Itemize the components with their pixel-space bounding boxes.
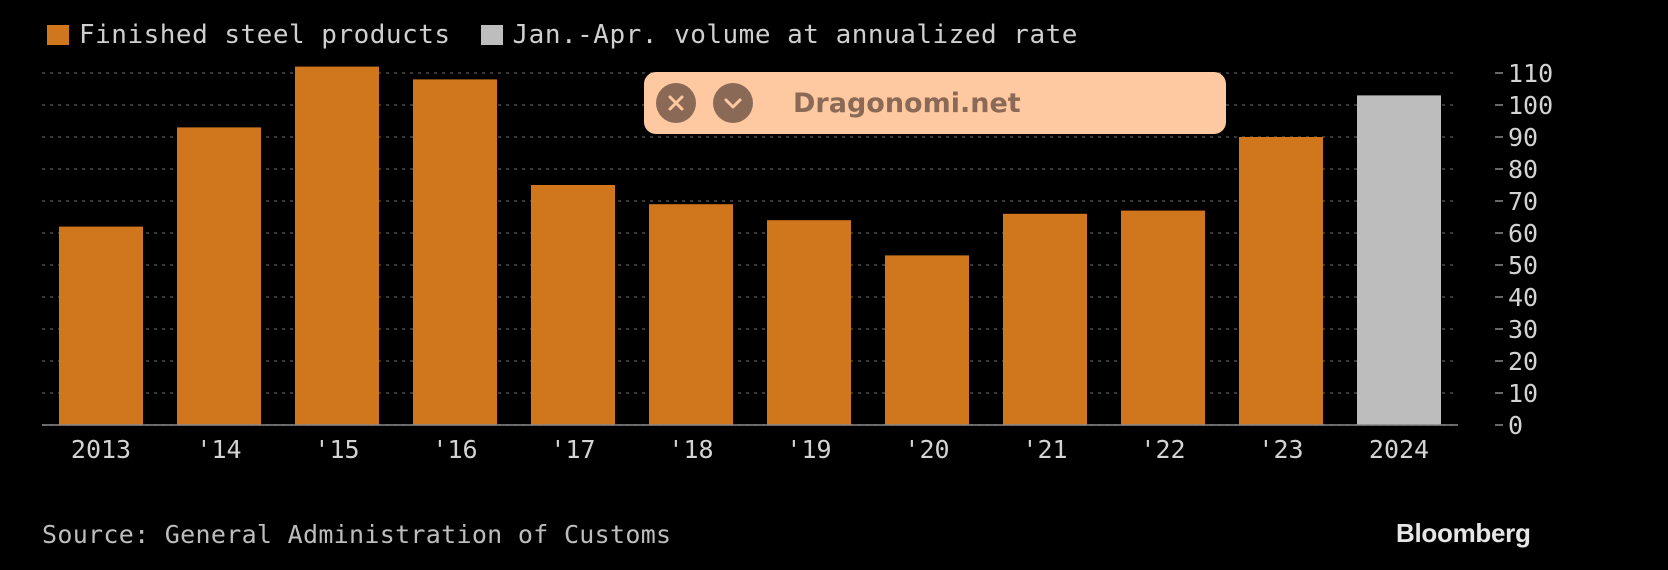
x-tick-label-4: '17 xyxy=(550,435,595,464)
legend-item-finished-steel: Finished steel products xyxy=(47,20,451,50)
close-button[interactable] xyxy=(656,83,696,123)
x-tick-label-6: '19 xyxy=(786,435,831,464)
close-icon xyxy=(668,95,684,111)
bar-0-8 xyxy=(1003,213,1087,425)
legend-label-finished-steel: Finished steel products xyxy=(79,20,451,50)
x-tick-label-0: 2013 xyxy=(71,435,131,464)
bar-0-1 xyxy=(177,127,261,426)
source-note: Source: General Administration of Custom… xyxy=(42,520,672,549)
y-tick-label-20: 20 xyxy=(1508,347,1538,376)
x-tick-label-7: '20 xyxy=(904,435,949,464)
bar-0-6 xyxy=(767,220,851,425)
y-tick-label-10: 10 xyxy=(1508,379,1538,408)
expand-button[interactable] xyxy=(713,83,753,123)
x-tick-label-8: '21 xyxy=(1022,435,1067,464)
bar-0-7 xyxy=(885,255,969,425)
bar-0-9 xyxy=(1121,210,1205,425)
x-tick-label-1: '14 xyxy=(196,435,241,464)
y-tick-label-0: 0 xyxy=(1508,411,1523,440)
overlay-site-label: Dragonomi.net xyxy=(793,87,1021,119)
site-overlay-bar: Dragonomi.net xyxy=(644,72,1226,134)
y-tick-label-110: 110 xyxy=(1508,59,1553,88)
legend-label-annualized: Jan.-Apr. volume at annualized rate xyxy=(512,20,1078,50)
bar-0-5 xyxy=(649,204,733,425)
legend: Finished steel products Jan.-Apr. volume… xyxy=(47,20,1098,50)
bar-chart: 0 10 20 30 40 50 60 70 80 90 100 110 2013 '14 '15 '16 '1… xyxy=(42,59,1553,464)
x-tick-label-3: '16 xyxy=(432,435,477,464)
y-tick-label-30: 30 xyxy=(1508,315,1538,344)
y-tick-label-50: 50 xyxy=(1508,251,1538,280)
y-tick-label-70: 70 xyxy=(1508,187,1538,216)
y-tick-label-40: 40 xyxy=(1508,283,1538,312)
brand-logo: Bloomberg xyxy=(1396,518,1531,548)
legend-item-annualized: Jan.-Apr. volume at annualized rate xyxy=(480,20,1078,50)
x-tick-label-9: '22 xyxy=(1140,435,1185,464)
x-tick-label-5: '18 xyxy=(668,435,713,464)
x-tick-label-11: 2024 xyxy=(1369,435,1429,464)
bar-0-3 xyxy=(413,79,497,426)
y-tick-label-80: 80 xyxy=(1508,155,1538,184)
chevron-down-icon xyxy=(724,98,742,109)
y-tick-label-100: 100 xyxy=(1508,91,1553,120)
y-tick-label-60: 60 xyxy=(1508,219,1538,248)
bar-0-2 xyxy=(295,66,379,425)
legend-swatch-finished-steel xyxy=(47,25,69,45)
x-tick-label-2: '15 xyxy=(314,435,359,464)
bar-0-4 xyxy=(531,185,615,425)
bar-0-0 xyxy=(59,226,143,425)
x-tick-label-10: '23 xyxy=(1258,435,1303,464)
bar-0-10 xyxy=(1239,137,1323,425)
bar-1-11 xyxy=(1357,95,1441,426)
legend-swatch-annualized xyxy=(480,25,503,45)
y-tick-label-90: 90 xyxy=(1508,123,1538,152)
